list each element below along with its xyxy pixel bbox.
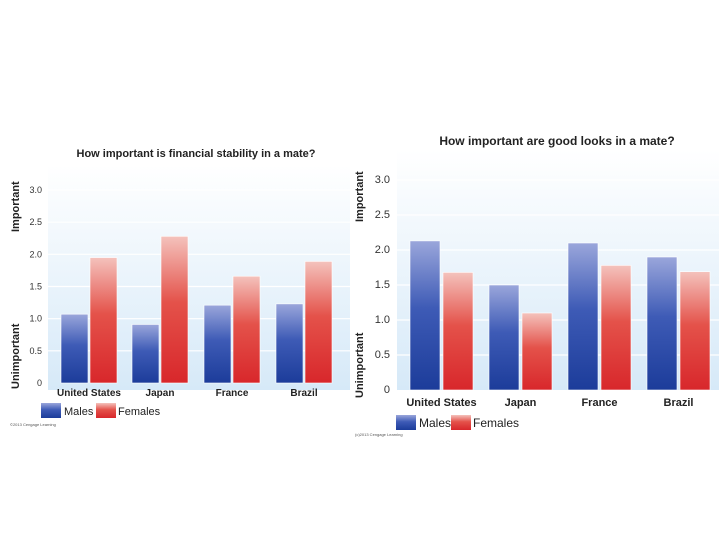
y-tick-label: 0.5: [29, 346, 42, 356]
legend-label-females: Females: [118, 406, 161, 418]
bar-males: [646, 256, 678, 391]
y-tick-label: 1.5: [29, 282, 42, 292]
legend-swatch-males: [396, 415, 416, 430]
bars: [409, 240, 711, 391]
x-ticks: United States Japan France Brazil: [406, 397, 693, 409]
y-label-unimportant: Unimportant: [10, 323, 22, 389]
y-label-unimportant: Unimportant: [354, 332, 366, 398]
bar-males: [567, 242, 599, 391]
bar-males: [409, 240, 441, 391]
x-tick-label: United States: [57, 388, 121, 399]
chart-title: How important is financial stability in …: [77, 148, 316, 160]
legend-swatch-females: [96, 403, 116, 418]
x-tick-label: Japan: [505, 397, 537, 409]
bars: [60, 236, 333, 384]
x-tick-label: Brazil: [664, 397, 694, 409]
legend-label-males: Males: [64, 406, 94, 418]
legend-swatch-females: [451, 415, 471, 430]
x-tick-label: United States: [406, 397, 476, 409]
bar-males: [203, 304, 232, 384]
y-ticks: 0 0.5 1.0 1.5 2.0 2.5 3.0: [375, 174, 390, 396]
y-label-important: Important: [10, 181, 22, 232]
bar-males: [131, 324, 160, 384]
y-tick-label: 0: [384, 384, 390, 396]
chart-good-looks: How important are good looks in a mate? …: [354, 134, 719, 437]
bar-females: [160, 236, 189, 384]
legend-swatch-males: [41, 403, 61, 418]
y-tick-label: 2.0: [29, 249, 42, 259]
bar-females: [442, 272, 474, 391]
y-tick-label: 2.5: [29, 217, 42, 227]
x-ticks: United States Japan France Brazil: [57, 388, 318, 399]
credit-text: (c)2013 Cengage Learning: [355, 432, 403, 437]
y-tick-label: 3.0: [375, 174, 390, 186]
bar-females: [232, 275, 261, 384]
bar-females: [89, 257, 118, 384]
bar-males: [275, 303, 304, 384]
bar-males: [488, 284, 520, 391]
chart-financial-stability: How important is financial stability in …: [10, 148, 350, 427]
bar-females: [521, 312, 553, 391]
legend-label-females: Females: [473, 416, 519, 430]
bar-females: [304, 261, 333, 384]
bar-females: [679, 271, 711, 391]
y-ticks: 0 0.5 1.0 1.5 2.0 2.5 3.0: [29, 185, 42, 388]
y-tick-label: 2.5: [375, 209, 390, 221]
y-tick-label: 1.5: [375, 279, 390, 291]
y-tick-label: 1.0: [375, 314, 390, 326]
x-tick-label: France: [216, 388, 249, 399]
y-tick-label: 3.0: [29, 185, 42, 195]
bar-males: [60, 313, 89, 384]
bar-females: [600, 265, 632, 391]
credit-text: ©2013 Cengage Learning: [10, 422, 56, 427]
y-label-important: Important: [354, 171, 366, 222]
legend-label-males: Males: [419, 416, 451, 430]
chart-title: How important are good looks in a mate?: [439, 134, 674, 148]
y-tick-label: 0.5: [375, 349, 390, 361]
y-tick-label: 1.0: [29, 314, 42, 324]
x-tick-label: Brazil: [290, 388, 317, 399]
y-tick-label: 0: [37, 378, 42, 388]
y-tick-label: 2.0: [375, 244, 390, 256]
x-tick-label: Japan: [146, 388, 175, 399]
x-tick-label: France: [581, 397, 617, 409]
